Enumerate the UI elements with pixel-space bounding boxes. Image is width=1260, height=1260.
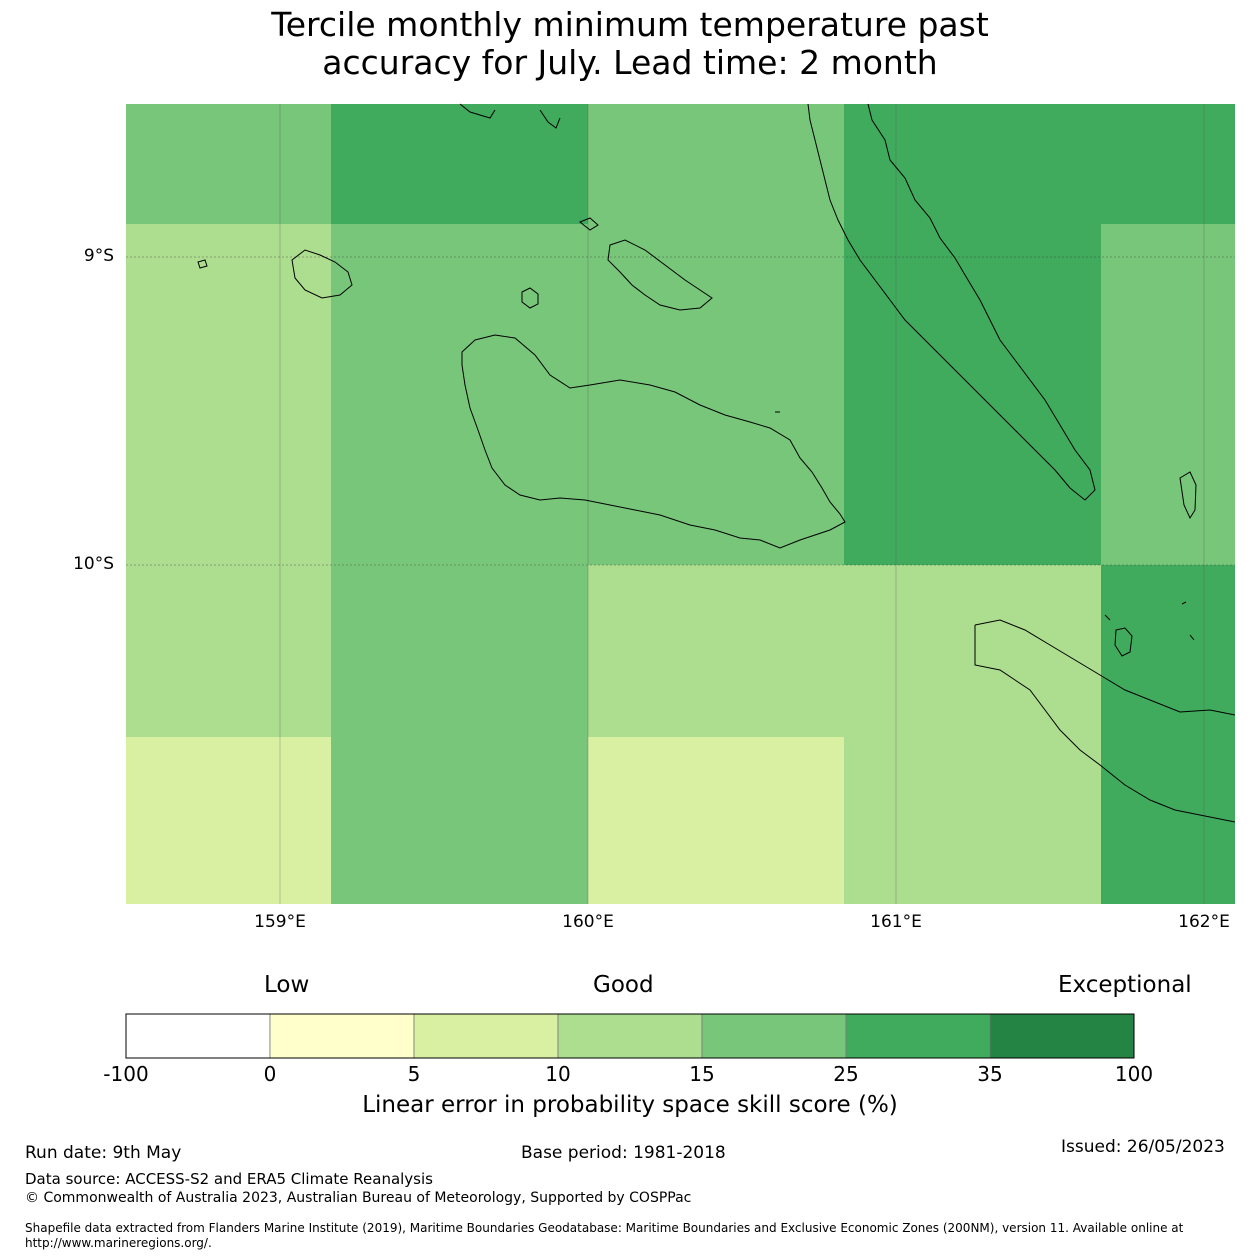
- lat-label-10s: 10°S: [73, 554, 114, 574]
- data-source: Data source: ACCESS-S2 and ERA5 Climate …: [25, 1170, 433, 1188]
- colorbar-segment: [557, 1013, 703, 1059]
- colorbar-tick: 25: [833, 1062, 859, 1086]
- grid-cell: [126, 104, 331, 224]
- grid-cell: [588, 224, 844, 565]
- coast-small-islets: [579, 217, 1195, 641]
- grid-cell: [588, 104, 844, 224]
- grid-cell: [126, 737, 331, 904]
- colorbar: [125, 1013, 1135, 1059]
- grid-cell: [331, 737, 588, 904]
- colorbar-segment: [845, 1013, 991, 1059]
- grid-cell: [844, 565, 1101, 737]
- grid-cell: [331, 104, 588, 224]
- lon-label-160e: 160°E: [562, 912, 614, 932]
- coast-makira: [974, 619, 1236, 823]
- copyright: © Commonwealth of Australia 2023, Austra…: [25, 1190, 692, 1206]
- coast-malaita: [807, 103, 1096, 501]
- coast-savo: [521, 287, 539, 309]
- colorbar-tick: -100: [103, 1062, 149, 1086]
- grid-cell: [844, 104, 1235, 224]
- grid-cell: [331, 565, 588, 737]
- lon-label-159e: 159°E: [254, 912, 306, 932]
- colorbar-segment: [701, 1013, 847, 1059]
- colorbar-tick: 10: [545, 1062, 571, 1086]
- lat-label-9s: 9°S: [83, 246, 114, 266]
- colorbar-tick: 100: [1114, 1062, 1154, 1086]
- chart-title: Tercile monthly minimum temperature past…: [0, 6, 1260, 82]
- run-date: Run date: 9th May: [25, 1143, 182, 1163]
- grid-cell: [588, 565, 844, 737]
- graticule: [126, 104, 1235, 904]
- coast-guadalcanal: [461, 334, 846, 549]
- coast-ulawa: [1114, 627, 1133, 657]
- colorbar-tick: 5: [407, 1062, 421, 1086]
- colorbar-segment: [413, 1013, 559, 1059]
- colorbar-category-low: Low: [264, 972, 310, 998]
- colorbar-segment: [269, 1013, 415, 1059]
- shapefile-credit-line-1: Shapefile data extracted from Flanders M…: [25, 1221, 1184, 1235]
- coastlines: [197, 103, 1236, 823]
- grid-cell: [1101, 737, 1235, 904]
- colorbar-category-good: Good: [593, 972, 654, 998]
- colorbar-caption: Linear error in probability space skill …: [362, 1092, 898, 1118]
- colorbar-segment: [989, 1013, 1135, 1059]
- shapefile-credit-line-2: http://www.marineregions.org/.: [25, 1236, 212, 1250]
- colorbar-segment: [125, 1013, 271, 1059]
- skill-grid: [126, 104, 1235, 904]
- lon-label-161e: 161°E: [870, 912, 922, 932]
- colorbar-tick: 0: [263, 1062, 277, 1086]
- coast-north-islets: [459, 103, 561, 129]
- coast-east-islet: [1179, 471, 1197, 520]
- colorbar-frame: [125, 1013, 1135, 1059]
- grid-cell: [126, 224, 331, 565]
- grid-cell: [331, 224, 588, 565]
- colorbar-tick: 15: [689, 1062, 715, 1086]
- grid-cell: [844, 737, 1101, 904]
- title-line-2: accuracy for July. Lead time: 2 month: [322, 43, 938, 82]
- lon-label-162e: 162°E: [1178, 912, 1230, 932]
- grid-cell: [126, 565, 331, 737]
- coast-florida-islands: [607, 239, 713, 311]
- grid-cell: [588, 737, 844, 904]
- issued-date: Issued: 26/05/2023: [1061, 1137, 1225, 1157]
- grid-cell: [1101, 224, 1235, 565]
- coast-west-islet: [197, 259, 208, 269]
- coast-russell-islands: [291, 249, 353, 299]
- grid-cell: [1101, 565, 1235, 737]
- title-line-1: Tercile monthly minimum temperature past: [271, 5, 989, 44]
- base-period: Base period: 1981-2018: [521, 1143, 726, 1163]
- grid-cell: [844, 224, 1101, 565]
- colorbar-tick: 35: [977, 1062, 1003, 1086]
- colorbar-category-exceptional: Exceptional: [1058, 972, 1192, 998]
